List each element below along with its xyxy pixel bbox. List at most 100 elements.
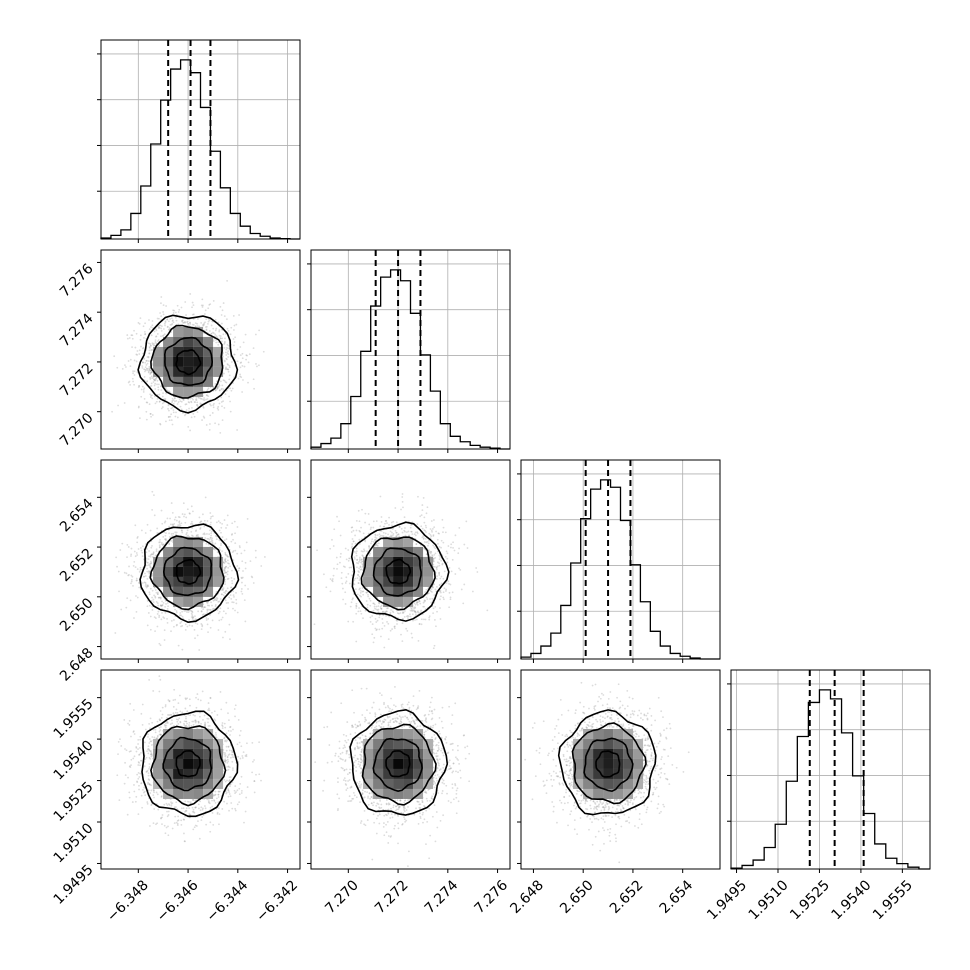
scatter-point	[404, 530, 406, 533]
scatter-point	[229, 594, 232, 597]
scatter-point	[400, 718, 403, 720]
scatter-point	[423, 731, 426, 734]
scatter-point	[152, 794, 155, 796]
scatter-point	[410, 632, 413, 635]
scatter-point	[223, 359, 226, 362]
density-cell	[373, 748, 384, 759]
scatter-point	[358, 571, 360, 573]
scatter-point	[334, 752, 337, 755]
scatter-point	[226, 524, 229, 526]
scatter-point	[631, 710, 634, 712]
scatter-point	[192, 615, 194, 618]
scatter-point	[617, 804, 620, 807]
hist-panel-0	[97, 39, 301, 243]
scatter-point	[141, 551, 144, 554]
scatter-point	[152, 552, 155, 555]
scatter-point	[203, 532, 206, 535]
density-cell	[423, 576, 434, 587]
scatter-point	[375, 544, 378, 547]
scatter-point	[207, 631, 209, 634]
scatter-point	[414, 611, 417, 614]
scatter-point	[345, 741, 348, 744]
scatter-point	[157, 591, 159, 594]
scatter-point	[200, 606, 203, 609]
scatter-point	[186, 535, 188, 538]
scatter-point	[380, 726, 383, 729]
scatter-point	[148, 783, 151, 786]
scatter-point	[214, 383, 217, 385]
scatter-point	[431, 591, 433, 593]
scatter-point	[381, 610, 384, 613]
scatter-point	[165, 802, 168, 805]
scatter-point	[188, 812, 191, 815]
density-cell	[173, 758, 184, 769]
scatter-point	[438, 564, 441, 567]
scatter-point	[347, 559, 350, 562]
scatter-point	[245, 354, 248, 357]
scatter-point	[219, 691, 222, 693]
scatter-point	[160, 302, 162, 305]
scatter-point	[163, 531, 166, 534]
scatter-point	[392, 532, 395, 535]
scatter-point	[363, 810, 366, 812]
scatter-point	[235, 602, 238, 605]
scatter-point	[167, 416, 170, 418]
scatter-point	[372, 813, 375, 816]
scatter-point	[194, 401, 197, 404]
scatter-point	[334, 754, 337, 757]
scatter-point	[163, 617, 166, 619]
scatter-point	[609, 799, 612, 801]
scatter-point	[199, 403, 202, 406]
scatter-point	[387, 622, 390, 625]
density-cell	[423, 566, 434, 577]
scatter-point	[416, 725, 419, 728]
scatter-point	[230, 753, 233, 756]
scatter-point	[372, 541, 375, 543]
scatter-point	[360, 758, 363, 761]
scatter-point	[149, 758, 152, 760]
scatter-point	[423, 733, 426, 736]
scatter-point	[568, 777, 570, 779]
scatter-point	[344, 783, 347, 785]
scatter-point	[595, 727, 598, 730]
scatter-point	[416, 611, 419, 614]
scatter-point	[440, 559, 443, 562]
scatter-point	[160, 796, 163, 798]
scatter-point	[665, 727, 668, 730]
scatter-point	[370, 802, 373, 804]
scatter-point	[429, 533, 432, 536]
scatter-point	[445, 582, 448, 584]
scatter-point	[184, 725, 187, 727]
scatter-point	[147, 778, 150, 781]
scatter-point	[195, 529, 198, 532]
scatter-point	[352, 540, 355, 543]
scatter-point	[164, 321, 167, 324]
scatter-point	[171, 320, 174, 322]
scatter-point	[207, 702, 210, 704]
scatter-point	[425, 526, 428, 529]
scatter-point	[599, 715, 602, 718]
scatter-point	[358, 556, 361, 559]
scatter-point	[227, 368, 230, 371]
scatter-point	[165, 722, 167, 725]
scatter-point	[184, 321, 186, 323]
scatter-point	[342, 598, 344, 601]
scatter-point	[127, 574, 130, 577]
scatter-point	[224, 360, 226, 363]
scatter-point	[224, 368, 227, 371]
scatter-point	[233, 344, 235, 347]
scatter-point	[228, 374, 231, 377]
scatter-point	[606, 706, 609, 709]
scatter-point	[111, 410, 113, 413]
scatter-point	[219, 337, 222, 340]
scatter-point	[158, 730, 161, 733]
scatter-point	[361, 749, 363, 752]
scatter-point	[133, 560, 136, 563]
scatter-point	[149, 564, 151, 567]
scatter-point	[568, 782, 571, 785]
scatter-point	[418, 803, 421, 806]
scatter-point	[641, 718, 644, 721]
scatter-point	[580, 794, 583, 797]
scatter-point	[154, 617, 157, 620]
scatter-point	[351, 598, 354, 601]
